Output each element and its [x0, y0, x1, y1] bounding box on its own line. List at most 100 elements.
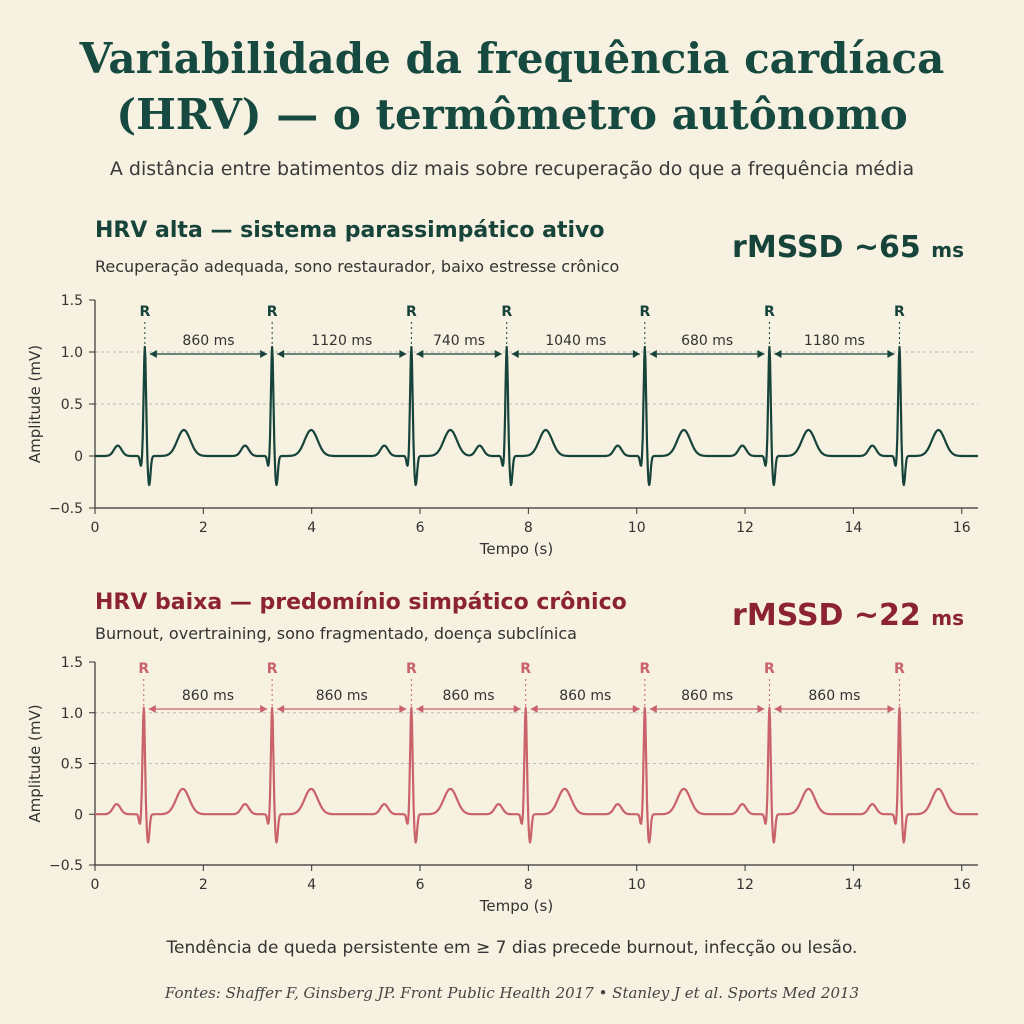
r-peak-label: R	[138, 661, 149, 677]
rr-arrow-head-left	[774, 350, 782, 358]
rr-interval-label: 1040 ms	[545, 333, 606, 349]
high-hrv-rmssd-unit: ms	[931, 238, 964, 262]
x-tick-label: 8	[524, 520, 533, 536]
x-tick-label: 16	[953, 877, 971, 893]
low-hrv-rmssd: rMSSD ~22 ms	[732, 598, 964, 633]
r-peak-label: R	[764, 304, 775, 320]
high-hrv-heading: HRV alta — sistema parassimpático ativo	[95, 218, 605, 243]
low-hrv-heading: HRV baixa — predomínio simpático crônico	[95, 590, 627, 615]
y-tick-label: 0.5	[61, 397, 83, 413]
x-tick-label: 14	[844, 877, 862, 893]
low-hrv-rmssd-unit: ms	[931, 606, 964, 630]
rr-arrow-head-right	[887, 350, 895, 358]
y-tick-label: 0.5	[61, 757, 83, 773]
sources-citation: Fontes: Shaffer F, Ginsberg JP. Front Pu…	[164, 984, 860, 1002]
x-axis-label: Tempo (s)	[479, 897, 553, 915]
rr-arrow-head-right	[494, 350, 502, 358]
r-peak-label: R	[406, 661, 417, 677]
rr-interval-label: 860 ms	[182, 333, 234, 349]
rr-arrow-head-right	[399, 350, 407, 358]
page-title-line-2: (HRV) — o termômetro autônomo	[116, 90, 908, 139]
rr-interval-label: 860 ms	[808, 688, 860, 704]
r-peak-label: R	[139, 304, 150, 320]
page-subtitle: A distância entre batimentos diz mais so…	[109, 158, 915, 180]
low-hrv-ecg-chart: −0.5 0 0.5 1.0 1.5 0 2 4 6 8 10 12 14 16 Tempo (s) Ampl…	[26, 655, 979, 915]
x-tick-label: 16	[953, 520, 971, 536]
y-tick-label: 1.0	[61, 706, 83, 722]
r-peak-label: R	[267, 304, 278, 320]
rr-interval-label: 680 ms	[681, 333, 733, 349]
rr-arrow-head-right	[260, 705, 268, 713]
rr-interval-label: 740 ms	[433, 333, 485, 349]
x-tick-label: 10	[628, 520, 646, 536]
y-axis-label: Amplitude (mV)	[26, 345, 44, 463]
y-axis-label: Amplitude (mV)	[26, 704, 44, 822]
r-peak-label: R	[501, 304, 512, 320]
y-tick-label: −0.5	[49, 858, 83, 874]
x-tick-label: 6	[416, 877, 425, 893]
rr-arrow-head-right	[513, 705, 521, 713]
rr-interval-label: 860 ms	[182, 688, 234, 704]
x-tick-label: 2	[199, 877, 208, 893]
x-tick-label: 4	[307, 520, 316, 536]
rr-arrow-head-right	[260, 350, 268, 358]
x-tick-label: 8	[524, 877, 533, 893]
high-hrv-rmssd: rMSSD ~65 ms	[732, 230, 964, 265]
ecg-trace	[94, 706, 979, 844]
rr-arrow-head-left	[530, 705, 538, 713]
rr-arrow-head-right	[887, 705, 895, 713]
x-tick-label: 6	[416, 520, 425, 536]
x-tick-label: 4	[307, 877, 316, 893]
x-tick-label: 12	[736, 877, 754, 893]
rr-arrow-head-left	[149, 350, 157, 358]
x-tick-label: 0	[91, 520, 100, 536]
rr-interval-label: 860 ms	[681, 688, 733, 704]
rr-arrow-head-right	[757, 350, 765, 358]
rr-arrow-head-left	[416, 705, 424, 713]
high-hrv-description: Recuperação adequada, sono restaurador, …	[95, 257, 620, 276]
rr-arrow-head-left	[649, 350, 657, 358]
r-peak-label: R	[894, 304, 905, 320]
r-peak-label: R	[639, 304, 650, 320]
y-tick-label: 0	[74, 449, 83, 465]
rr-arrow-head-right	[399, 705, 407, 713]
rr-interval-label: 860 ms	[559, 688, 611, 704]
x-tick-label: 14	[844, 520, 862, 536]
ecg-trace	[94, 345, 979, 487]
x-tick-label: 10	[628, 877, 646, 893]
page-title-line-1: Variabilidade da frequência cardíaca	[79, 34, 945, 83]
r-peak-label: R	[520, 661, 531, 677]
rr-arrow-head-left	[277, 705, 285, 713]
y-tick-label: 1.5	[61, 655, 83, 671]
rr-arrow-head-left	[774, 705, 782, 713]
rr-interval-label: 1180 ms	[804, 333, 865, 349]
r-peak-label: R	[267, 661, 278, 677]
high-hrv-rmssd-value: rMSSD ~65	[732, 230, 921, 265]
rr-arrow-head-right	[632, 705, 640, 713]
rr-arrow-head-left	[649, 705, 657, 713]
rr-arrow-head-right	[632, 350, 640, 358]
y-tick-label: 1.5	[61, 293, 83, 309]
rr-arrow-head-right	[757, 705, 765, 713]
y-tick-label: −0.5	[49, 501, 83, 517]
low-hrv-description: Burnout, overtraining, sono fragmentado,…	[95, 624, 577, 643]
x-tick-label: 2	[199, 520, 208, 536]
r-peak-label: R	[639, 661, 650, 677]
rr-arrow-head-left	[148, 705, 156, 713]
rr-interval-label: 860 ms	[316, 688, 368, 704]
x-tick-label: 12	[736, 520, 754, 536]
y-tick-label: 0	[74, 807, 83, 823]
r-peak-label: R	[894, 661, 905, 677]
x-axis-label: Tempo (s)	[479, 540, 553, 558]
low-hrv-rmssd-value: rMSSD ~22	[732, 598, 921, 633]
rr-arrow-head-left	[511, 350, 519, 358]
high-hrv-ecg-chart: −0.5 0 0.5 1.0 1.5 0 2 4 6 8 10 12 14 16 Tempo (s) Ampl…	[26, 293, 979, 558]
rr-arrow-head-left	[277, 350, 285, 358]
rr-arrow-head-left	[416, 350, 424, 358]
y-tick-label: 1.0	[61, 345, 83, 361]
rr-interval-label: 1120 ms	[311, 333, 372, 349]
r-peak-label: R	[406, 304, 417, 320]
x-tick-label: 0	[91, 877, 100, 893]
rr-interval-label: 860 ms	[442, 688, 494, 704]
footer-note: Tendência de queda persistente em ≥ 7 di…	[166, 938, 858, 958]
